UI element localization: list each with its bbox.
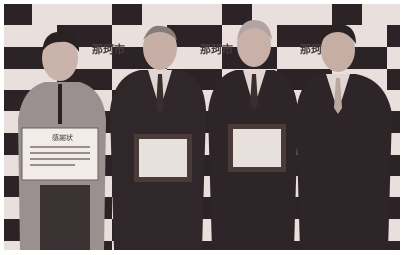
framed-certificate [228,124,286,172]
backdrop-logo: 那珂市 [92,42,125,56]
certificate-title: 感謝状 [52,133,73,142]
photo: 那珂市 那珂市 那珂市 感謝状 [0,0,403,255]
certificate: 感謝状 [22,128,98,180]
framed-certificate [134,134,192,182]
backdrop-logo: 那珂市 [200,42,233,56]
page: 那珂市 那珂市 那珂市 感謝状 [0,0,403,255]
